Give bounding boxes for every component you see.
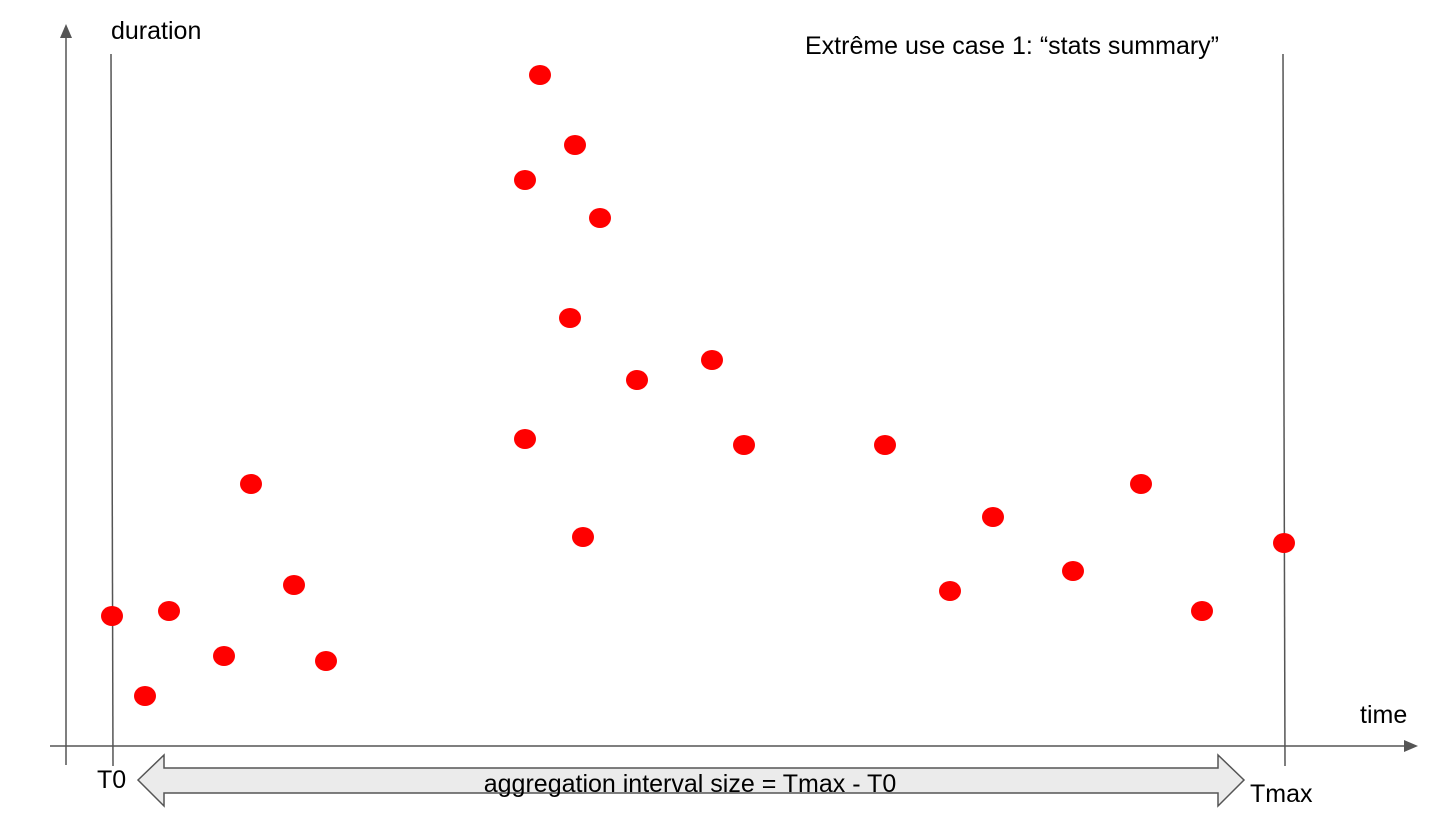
data-point [283, 575, 305, 595]
data-point [134, 686, 156, 706]
data-point [733, 435, 755, 455]
data-point [564, 135, 586, 155]
y-axis-arrowhead [60, 24, 72, 38]
interval-label: aggregation interval size = Tmax - T0 [484, 770, 896, 798]
data-point [626, 370, 648, 390]
tmax-label: Tmax [1250, 780, 1313, 808]
x-axis-arrowhead [1404, 740, 1418, 752]
data-point [874, 435, 896, 455]
data-point [1062, 561, 1084, 581]
scatter-points [101, 65, 1295, 706]
tmax-boundary-line [1282, 53, 1286, 767]
y-axis-label: duration [111, 17, 201, 45]
data-point [1191, 601, 1213, 621]
data-point [572, 527, 594, 547]
data-point [939, 581, 961, 601]
x-axis-label: time [1360, 701, 1407, 729]
data-point [529, 65, 551, 85]
data-point [982, 507, 1004, 527]
diagram-title: Extrême use case 1: “stats summary” [805, 32, 1219, 60]
data-point [158, 601, 180, 621]
data-point [1130, 474, 1152, 494]
data-point [514, 170, 536, 190]
data-point [514, 429, 536, 449]
data-point [589, 208, 611, 228]
t0-label: T0 [97, 766, 126, 794]
data-point [213, 646, 235, 666]
data-point [1273, 533, 1295, 553]
t0-boundary-line [110, 53, 114, 767]
data-point [240, 474, 262, 494]
data-point [315, 651, 337, 671]
data-point [101, 606, 123, 626]
data-point [559, 308, 581, 328]
interval-double-arrow [136, 753, 1246, 808]
data-point [701, 350, 723, 370]
